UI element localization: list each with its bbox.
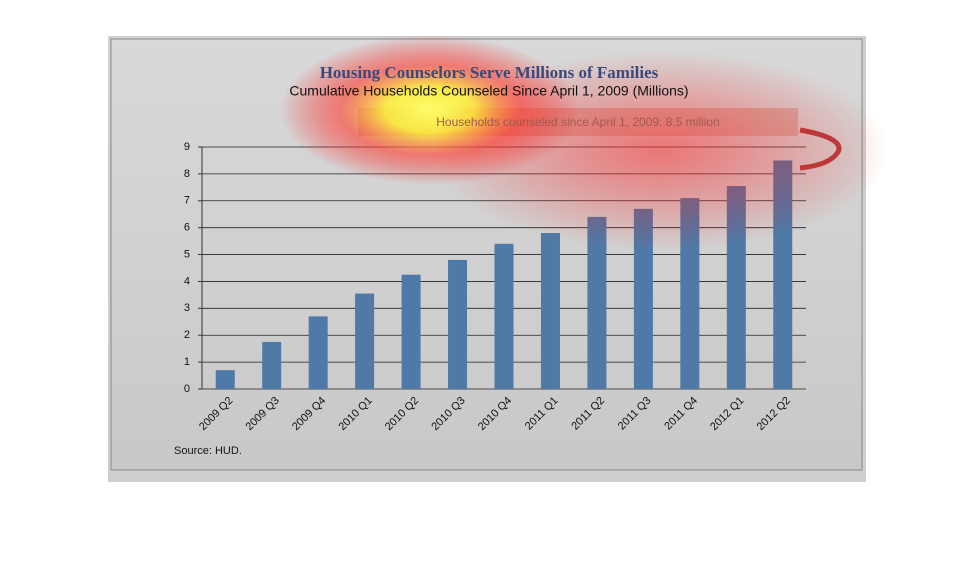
bar [448, 259, 468, 389]
bar [540, 233, 560, 389]
bar [215, 370, 235, 389]
bar [262, 341, 282, 389]
chart-title: Housing Counselors Serve Millions of Fam… [320, 63, 659, 82]
y-tick-label: 0 [184, 383, 190, 395]
heatmap [430, 50, 890, 250]
bar [401, 274, 421, 389]
y-tick-label: 3 [184, 302, 190, 314]
source: Source: HUD. [174, 445, 242, 457]
bar [355, 293, 375, 389]
bar [587, 216, 607, 389]
bar [633, 208, 653, 389]
bar [308, 316, 328, 389]
y-tick-label: 7 [184, 195, 190, 207]
y-tick-label: 9 [184, 141, 190, 153]
y-tick-label: 2 [184, 329, 190, 341]
y-tick-label: 1 [184, 356, 190, 368]
y-tick-label: 5 [184, 248, 190, 260]
annotation: Households counseled since April 1, 2009… [436, 115, 720, 129]
y-tick-label: 6 [184, 222, 190, 234]
y-tick-label: 4 [184, 275, 190, 287]
y-tick-label: 8 [184, 168, 190, 180]
chart-subtitle: Cumulative Households Counseled Since Ap… [289, 83, 688, 99]
bar [494, 243, 514, 389]
